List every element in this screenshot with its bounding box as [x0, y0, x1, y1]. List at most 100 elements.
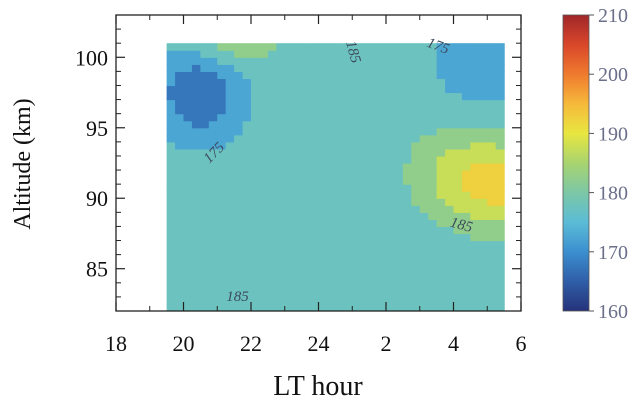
- contour-cell: [175, 205, 185, 213]
- contour-cell: [217, 303, 227, 311]
- contour-cell: [428, 191, 438, 199]
- contour-cell: [386, 233, 396, 242]
- contour-cell: [402, 205, 412, 213]
- contour-cell: [293, 106, 303, 115]
- contour-cell: [310, 163, 320, 171]
- contour-cell: [335, 141, 345, 150]
- contour-cell: [242, 170, 252, 178]
- contour-cell: [259, 134, 269, 143]
- contour-cell: [343, 247, 353, 256]
- contour-cell: [360, 205, 370, 213]
- contour-cell: [369, 92, 379, 101]
- contour-cell: [259, 191, 269, 199]
- contour-cell: [310, 247, 320, 256]
- contour-cell: [402, 85, 412, 94]
- contour-cell: [411, 282, 421, 291]
- contour-cell: [394, 71, 404, 80]
- contour-cell: [445, 240, 455, 249]
- contour-cell: [360, 191, 370, 199]
- contour-cell: [293, 268, 303, 277]
- contour-cell: [242, 71, 252, 80]
- contour-cell: [360, 127, 370, 136]
- contour-cell: [200, 275, 210, 284]
- contour-cell: [166, 191, 176, 199]
- contour-cell: [301, 240, 311, 249]
- contour-cell: [242, 120, 252, 129]
- contour-cell: [310, 219, 320, 228]
- contour-cell: [208, 163, 218, 171]
- contour-cell: [445, 57, 455, 65]
- contour-cell: [470, 50, 480, 58]
- x-tick-label: 24: [308, 331, 330, 356]
- contour-cell: [234, 296, 244, 305]
- contour-cell: [234, 127, 244, 136]
- contour-cell: [276, 106, 286, 115]
- contour-cell: [301, 85, 311, 94]
- contour-cell: [293, 289, 303, 298]
- contour-cell: [284, 163, 294, 171]
- contour-cell: [166, 184, 176, 192]
- contour-cell: [343, 219, 353, 228]
- contour-cell: [461, 85, 471, 94]
- contour-cell: [343, 170, 353, 178]
- contour-cell: [377, 64, 387, 72]
- contour-cell: [217, 233, 227, 242]
- contour-cell: [191, 233, 201, 242]
- contour-cell: [310, 106, 320, 115]
- contour-cell: [225, 43, 235, 51]
- contour-cell: [453, 205, 463, 213]
- contour-cell: [352, 120, 362, 129]
- contour-cell: [453, 296, 463, 305]
- contour-cell: [318, 261, 328, 270]
- contour-cell: [360, 148, 370, 157]
- contour-cell: [394, 219, 404, 228]
- contour-cell: [428, 170, 438, 178]
- contour-cell: [293, 43, 303, 51]
- colorbar: [562, 14, 590, 312]
- contour-cell: [419, 163, 429, 171]
- contour-cell: [284, 99, 294, 108]
- contour-cell: [487, 191, 497, 199]
- contour-cell: [183, 205, 193, 213]
- contour-cell: [276, 296, 286, 305]
- contour-cell: [234, 247, 244, 256]
- contour-cell: [326, 268, 336, 277]
- contour-cell: [200, 170, 210, 178]
- contour-cell: [352, 254, 362, 263]
- contour-cell: [200, 282, 210, 291]
- contour-cell: [470, 226, 480, 235]
- contour-cell: [326, 163, 336, 171]
- contour-cell: [183, 127, 193, 136]
- contour-cell: [166, 254, 176, 263]
- contour-cell: [478, 254, 488, 263]
- contour-cell: [166, 134, 176, 143]
- contour-cell: [166, 148, 176, 157]
- contour-cell: [352, 106, 362, 115]
- contour-cell: [343, 191, 353, 199]
- contour-cell: [276, 85, 286, 94]
- contour-cell: [217, 71, 227, 80]
- contour-cell: [386, 57, 396, 65]
- contour-cell: [495, 289, 505, 298]
- contour-cell: [360, 289, 370, 298]
- contour-cell: [495, 50, 505, 58]
- contour-cell: [453, 247, 463, 256]
- contour-cell: [453, 275, 463, 284]
- contour-cell: [318, 113, 328, 122]
- contour-cell: [200, 233, 210, 242]
- contour-cell: [175, 191, 185, 199]
- colorbar-tick-label: 190: [598, 123, 628, 145]
- contour-cell: [495, 233, 505, 242]
- contour-cell: [175, 78, 185, 87]
- contour-cell: [402, 141, 412, 150]
- contour-cell: [301, 64, 311, 72]
- contour-cell: [461, 64, 471, 72]
- contour-cell: [166, 120, 176, 129]
- contour-cell: [453, 85, 463, 94]
- contour-cell: [208, 177, 218, 185]
- contour-cell: [386, 219, 396, 228]
- contour-cell: [284, 282, 294, 291]
- contour-cell: [208, 254, 218, 263]
- contour-cell: [377, 233, 387, 242]
- contour-cell: [259, 254, 269, 263]
